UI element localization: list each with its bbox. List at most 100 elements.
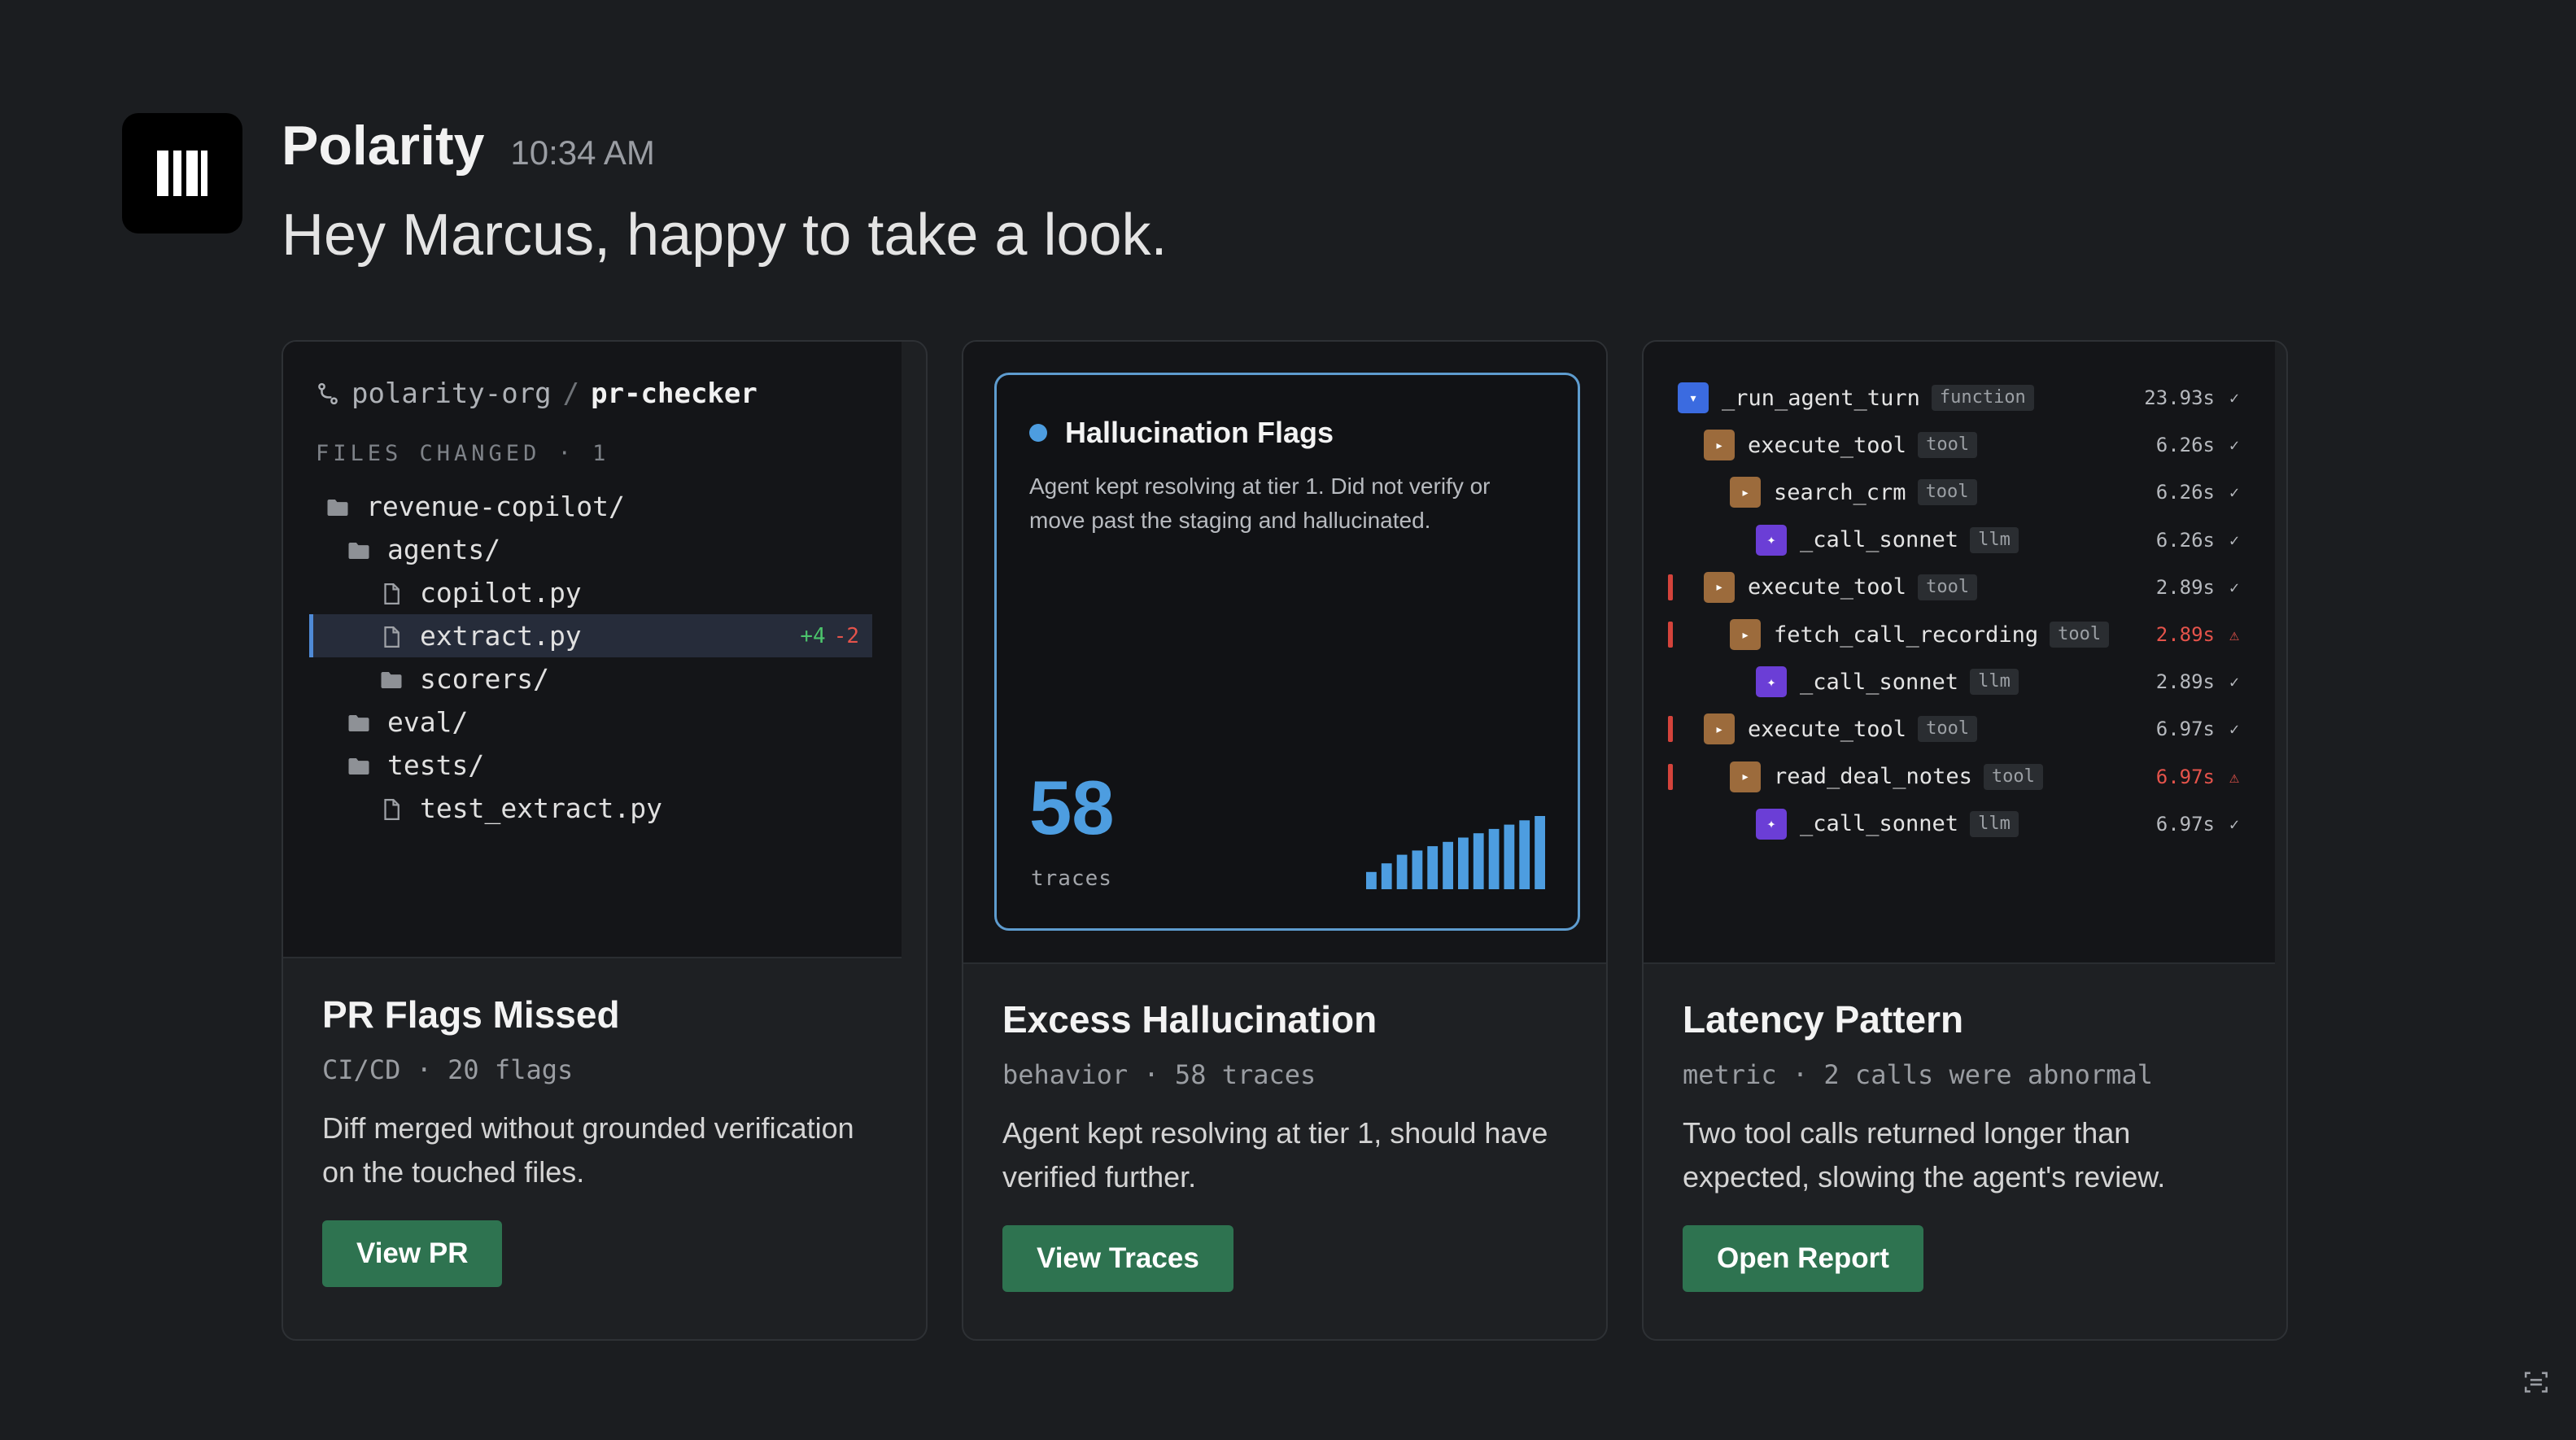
tree-item-label: agents/ bbox=[387, 534, 501, 565]
trace-span-row[interactable]: ▸ read_deal_notes tool 6.97s ⚠ bbox=[1644, 753, 2275, 801]
span-type-badge: function bbox=[1931, 385, 2034, 412]
tool-span-icon: ▸ bbox=[1730, 477, 1761, 508]
trace-tree-preview: ▾ _run_agent_turn function 23.93s ✓ ▸ execute_… bbox=[1644, 342, 2275, 964]
warning-icon: ⚠ bbox=[2229, 766, 2239, 787]
tree-item-label: revenue-copilot/ bbox=[366, 491, 625, 522]
span-type-badge: tool bbox=[1917, 479, 1977, 506]
repo-breadcrumb: polarity-org / pr-checker bbox=[316, 377, 758, 410]
message-header: Polarity 10:34 AM bbox=[282, 114, 655, 177]
view-pr-button[interactable]: View PR bbox=[322, 1220, 503, 1287]
trace-span-row[interactable]: ✦ _call_sonnet llm 6.26s ✓ bbox=[1644, 517, 2275, 564]
folder-row[interactable]: revenue-copilot/ bbox=[309, 485, 872, 528]
folder-row[interactable]: agents/ bbox=[309, 528, 872, 571]
span-name: _call_sonnet bbox=[1800, 527, 1959, 553]
tool-span-icon: ▸ bbox=[1704, 571, 1735, 603]
excess-hallucination-card: Hallucination Flags Agent kept resolving… bbox=[962, 340, 1608, 1341]
error-marker bbox=[1668, 716, 1673, 743]
message-timestamp: 10:34 AM bbox=[510, 133, 655, 172]
repo-org[interactable]: polarity-org bbox=[351, 377, 552, 410]
card-title: Latency Pattern bbox=[1683, 998, 1964, 1041]
view-traces-button[interactable]: View Traces bbox=[1002, 1225, 1233, 1292]
card-title: PR Flags Missed bbox=[322, 993, 620, 1036]
hallucination-preview: Hallucination Flags Agent kept resolving… bbox=[963, 342, 1606, 964]
span-duration: 23.93s bbox=[2144, 386, 2215, 410]
tree-item-label: test_extract.py bbox=[420, 792, 663, 824]
file-icon bbox=[379, 796, 404, 821]
git-branch-icon bbox=[318, 382, 338, 405]
error-marker bbox=[1668, 621, 1673, 648]
sparkline-bar bbox=[1366, 871, 1377, 889]
trace-span-row[interactable]: ▸ execute_tool tool 6.97s ✓ bbox=[1644, 705, 2275, 753]
trace-span-row[interactable]: ✦ _call_sonnet llm 2.89s ✓ bbox=[1644, 658, 2275, 705]
card-title: Excess Hallucination bbox=[1002, 998, 1378, 1041]
file-row[interactable]: extract.py +4 -2 bbox=[309, 614, 872, 657]
file-icon bbox=[379, 581, 404, 605]
trace-tree: ▾ _run_agent_turn function 23.93s ✓ ▸ execute_… bbox=[1644, 374, 2275, 848]
sparkline-bar bbox=[1504, 824, 1515, 889]
sparkline-chart bbox=[1366, 816, 1545, 889]
span-name: execute_tool bbox=[1748, 432, 1907, 458]
latency-pattern-card: ▾ _run_agent_turn function 23.93s ✓ ▸ execute_… bbox=[1642, 340, 2288, 1341]
sparkline-bar bbox=[1458, 837, 1469, 889]
folder-icon bbox=[347, 753, 371, 778]
card-meta: behavior · 58 traces bbox=[1002, 1059, 1316, 1090]
trace-span-row[interactable]: ▸ search_crm tool 6.26s ✓ bbox=[1644, 469, 2275, 516]
span-duration: 6.97s bbox=[2155, 765, 2215, 788]
sparkline-bar bbox=[1473, 833, 1484, 889]
folder-row[interactable]: scorers/ bbox=[309, 657, 872, 700]
file-row[interactable]: test_extract.py bbox=[309, 787, 872, 830]
tree-item-label: scorers/ bbox=[420, 663, 549, 695]
span-type-badge: llm bbox=[1970, 526, 2019, 553]
span-duration: 2.89s bbox=[2155, 623, 2215, 647]
trace-span-row[interactable]: ▸ execute_tool tool 2.89s ✓ bbox=[1644, 564, 2275, 611]
warning-icon: ⚠ bbox=[2229, 625, 2239, 645]
span-type-badge: tool bbox=[1918, 716, 1978, 743]
span-duration: 6.26s bbox=[2155, 528, 2215, 552]
sparkline-bar bbox=[1488, 828, 1500, 889]
file-row[interactable]: copilot.py bbox=[309, 571, 872, 614]
function-span-icon: ▾ bbox=[1678, 382, 1709, 414]
check-icon: ✓ bbox=[2229, 530, 2239, 550]
pr-flags-card: polarity-org / pr-checker FILES CHANGED … bbox=[282, 340, 928, 1341]
panel-title-text: Hallucination Flags bbox=[1065, 416, 1334, 449]
open-report-button[interactable]: Open Report bbox=[1683, 1225, 1923, 1292]
check-icon: ✓ bbox=[2229, 482, 2239, 503]
span-name: read_deal_notes bbox=[1774, 764, 1972, 790]
sparkline-bar bbox=[1427, 846, 1439, 889]
span-duration: 2.89s bbox=[2155, 670, 2215, 694]
tree-item-label: eval/ bbox=[387, 706, 469, 738]
check-icon: ✓ bbox=[2229, 814, 2239, 834]
sender-name[interactable]: Polarity bbox=[282, 115, 485, 177]
span-duration: 2.89s bbox=[2155, 575, 2215, 599]
span-name: execute_tool bbox=[1748, 574, 1907, 600]
span-type-badge: llm bbox=[1970, 810, 2019, 837]
tree-item-label: copilot.py bbox=[420, 577, 582, 609]
error-marker bbox=[1668, 574, 1673, 600]
check-icon: ✓ bbox=[2229, 388, 2239, 408]
repo-name[interactable]: pr-checker bbox=[591, 377, 758, 410]
span-type-badge: tool bbox=[1918, 574, 1978, 600]
file-tree-preview: polarity-org / pr-checker FILES CHANGED … bbox=[283, 342, 902, 958]
span-name: execute_tool bbox=[1748, 716, 1907, 742]
span-name: search_crm bbox=[1774, 479, 1906, 505]
card-description: Two tool calls returned longer than expe… bbox=[1683, 1116, 2166, 1193]
diff-stats: +4 -2 bbox=[800, 624, 859, 648]
tree-item-label: extract.py bbox=[420, 620, 582, 652]
folder-icon bbox=[347, 710, 371, 735]
screenshot-scan-icon[interactable] bbox=[2522, 1368, 2550, 1396]
card-meta: CI/CD · 20 flags bbox=[322, 1054, 574, 1085]
sender-avatar[interactable] bbox=[122, 113, 242, 233]
trace-span-row[interactable]: ▾ _run_agent_turn function 23.93s ✓ bbox=[1644, 374, 2275, 421]
trace-span-row[interactable]: ▸ execute_tool tool 6.26s ✓ bbox=[1644, 421, 2275, 469]
card-body: Latency Pattern metric · 2 calls were ab… bbox=[1683, 997, 2247, 1292]
card-body: PR Flags Missed CI/CD · 20 flags Diff me… bbox=[322, 993, 887, 1287]
panel-description: Agent kept resolving at tier 1. Did not … bbox=[1029, 473, 1491, 533]
trace-span-row[interactable]: ▸ fetch_call_recording tool 2.89s ⚠ bbox=[1644, 611, 2275, 658]
span-name: _call_sonnet bbox=[1800, 669, 1959, 695]
folder-row[interactable]: tests/ bbox=[309, 744, 872, 787]
hallucination-flags-panel[interactable]: Hallucination Flags Agent kept resolving… bbox=[994, 373, 1580, 931]
folder-row[interactable]: eval/ bbox=[309, 700, 872, 744]
trace-span-row[interactable]: ✦ _call_sonnet llm 6.97s ✓ bbox=[1644, 801, 2275, 848]
tree-item-label: tests/ bbox=[387, 749, 485, 781]
card-meta: metric · 2 calls were abnormal bbox=[1683, 1059, 2153, 1090]
